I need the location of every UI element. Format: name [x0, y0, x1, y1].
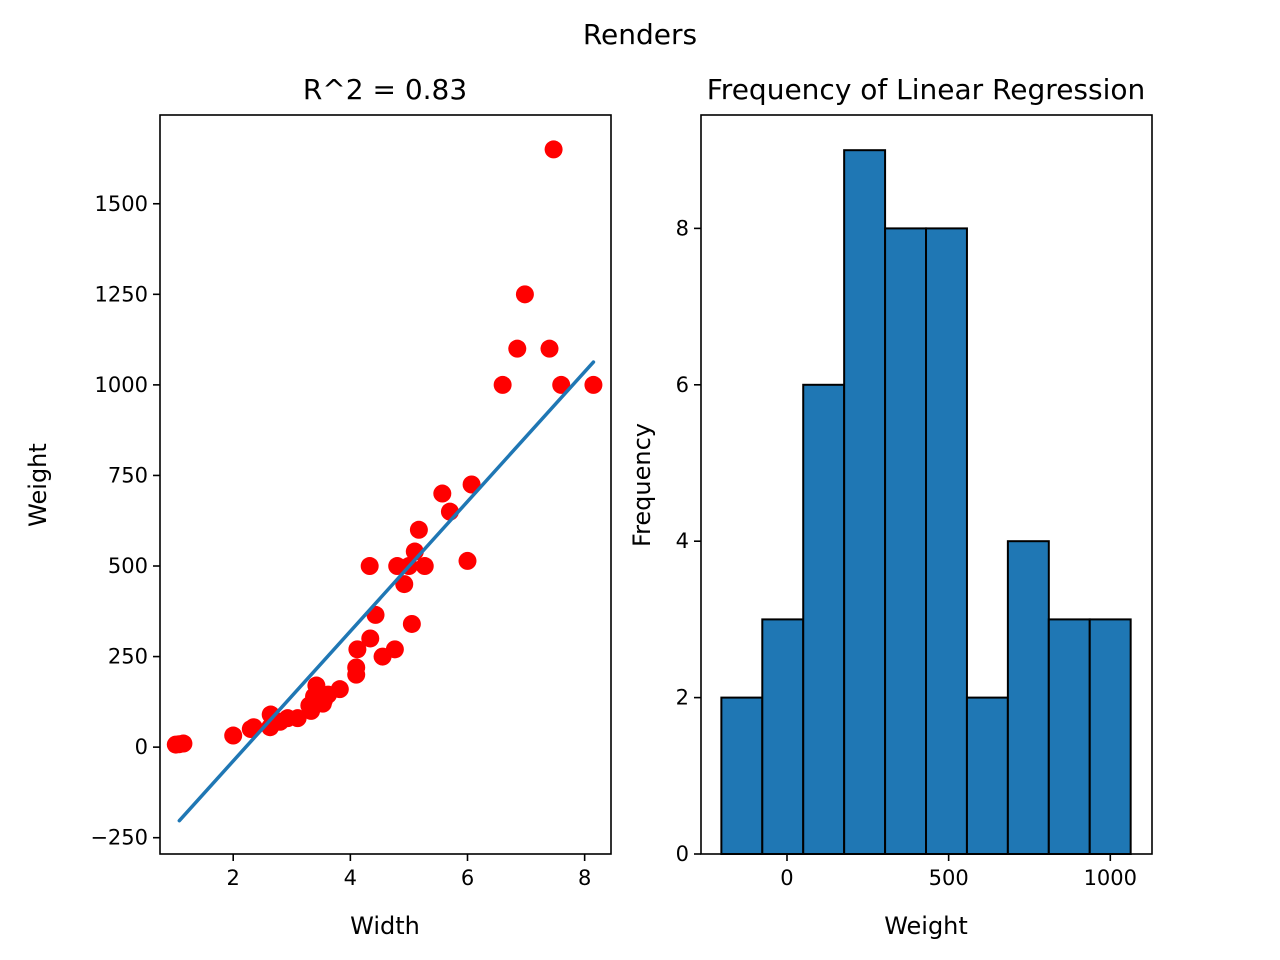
scatter-y-tick-label: 1500	[95, 192, 148, 216]
histogram-x-axis-label: Weight	[884, 912, 968, 940]
scatter-points	[166, 140, 603, 754]
scatter-panel: R^2 = 0.83 Width Weight 2 4 6 8 −250 0 250 500…	[24, 73, 612, 940]
histogram-panel: Frequency of Linear Regression Weight Fr…	[628, 73, 1153, 940]
regression-fit-line	[177, 360, 596, 823]
scatter-point	[330, 680, 349, 699]
scatter-point	[540, 339, 559, 358]
scatter-point	[360, 557, 379, 576]
histogram-axes-frame	[700, 114, 1153, 855]
histogram-y-tick-label: 4	[676, 529, 689, 553]
histogram-y-tick-label: 6	[676, 373, 689, 397]
scatter-x-tick-label: 6	[461, 866, 474, 890]
scatter-point	[361, 629, 380, 648]
scatter-point	[552, 375, 571, 394]
scatter-point	[385, 640, 404, 659]
scatter-point	[458, 551, 477, 570]
scatter-y-tick-label: 500	[108, 554, 148, 578]
scatter-point	[409, 520, 428, 539]
histogram-x-tick-label: 0	[780, 866, 793, 890]
histogram-y-axis-label: Frequency	[628, 423, 656, 547]
scatter-y-tick-label: 1250	[95, 282, 148, 306]
scatter-point	[544, 140, 563, 159]
histogram-bar	[1006, 540, 1050, 855]
scatter-point	[347, 658, 366, 677]
figure-suptitle: Renders	[583, 18, 697, 51]
histogram-bar	[802, 383, 846, 855]
scatter-point	[348, 640, 367, 659]
scatter-x-ticks: 2 4 6 8	[227, 854, 591, 890]
scatter-y-axis-label: Weight	[24, 443, 52, 527]
scatter-x-tick-label: 4	[344, 866, 357, 890]
histogram-y-tick-label: 0	[676, 842, 689, 866]
scatter-y-tick-label: 0	[135, 735, 148, 759]
histogram-y-tick-label: 8	[676, 216, 689, 240]
scatter-point	[493, 375, 512, 394]
scatter-point	[415, 557, 434, 576]
scatter-fit-line-group	[177, 360, 596, 823]
histogram-title: Frequency of Linear Regression	[707, 73, 1146, 106]
histogram-bar	[925, 227, 968, 855]
histogram-x-tick-label: 500	[929, 866, 969, 890]
histogram-bar	[884, 227, 928, 855]
histogram-bars	[720, 149, 1132, 856]
scatter-point	[224, 726, 243, 745]
histogram-bar	[720, 696, 764, 856]
scatter-axes-frame	[159, 114, 612, 855]
scatter-point	[462, 475, 481, 494]
histogram-bar	[1047, 618, 1091, 856]
scatter-x-axis-label: Width	[350, 912, 420, 940]
scatter-y-ticks: −250 0 250 500 750 1000 1250 1500	[90, 192, 160, 850]
scatter-point	[395, 575, 414, 594]
histogram-bar	[1088, 618, 1132, 856]
histogram-y-ticks: 0 2 4 6 8	[676, 216, 701, 866]
histogram-x-ticks: 0 500 1000	[780, 854, 1137, 890]
scatter-point	[584, 375, 603, 394]
scatter-point	[174, 734, 193, 753]
scatter-point	[508, 339, 527, 358]
histogram-x-tick-label: 1000	[1084, 866, 1137, 890]
scatter-y-tick-label: 750	[108, 463, 148, 487]
scatter-point	[433, 484, 452, 503]
histogram-y-tick-label: 2	[676, 686, 689, 710]
scatter-title: R^2 = 0.83	[303, 73, 467, 106]
histogram-bar	[761, 618, 805, 856]
scatter-x-tick-label: 8	[578, 866, 591, 890]
histogram-bar	[965, 696, 1009, 856]
scatter-y-tick-label: 1000	[95, 373, 148, 397]
scatter-point	[515, 285, 534, 304]
scatter-y-tick-label: −250	[90, 826, 148, 850]
scatter-point	[288, 709, 307, 728]
histogram-bar	[843, 149, 887, 855]
scatter-point	[402, 614, 421, 633]
scatter-y-tick-label: 250	[108, 645, 148, 669]
scatter-x-tick-label: 2	[227, 866, 240, 890]
